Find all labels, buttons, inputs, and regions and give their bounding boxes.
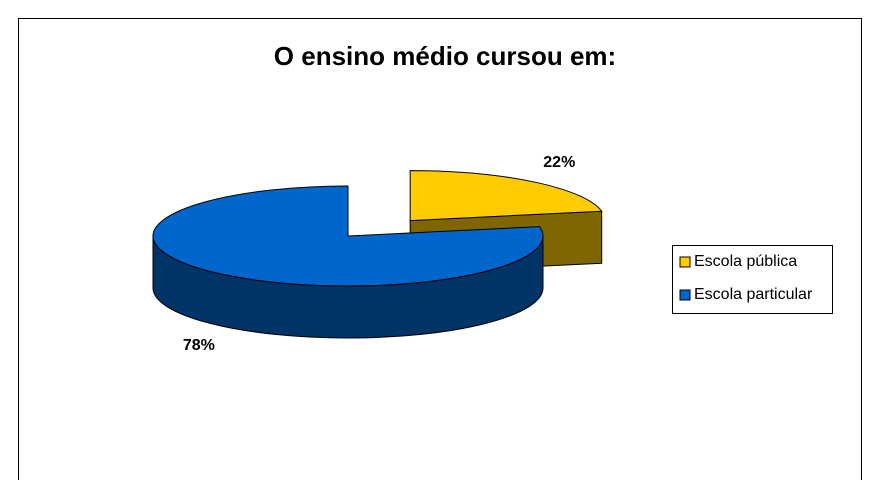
- data-label: 22%: [543, 154, 575, 171]
- legend-swatch: [679, 256, 691, 268]
- pie-slice: [152, 185, 544, 287]
- legend-label: Escola pública: [694, 253, 797, 270]
- legend-label: Escola particular: [694, 286, 813, 303]
- chart-title: O ensino médio cursou em:: [274, 41, 616, 71]
- data-label: 78%: [183, 337, 215, 354]
- pie-slice: [409, 170, 603, 222]
- legend-swatch: [679, 289, 691, 301]
- legend-box: [672, 245, 833, 314]
